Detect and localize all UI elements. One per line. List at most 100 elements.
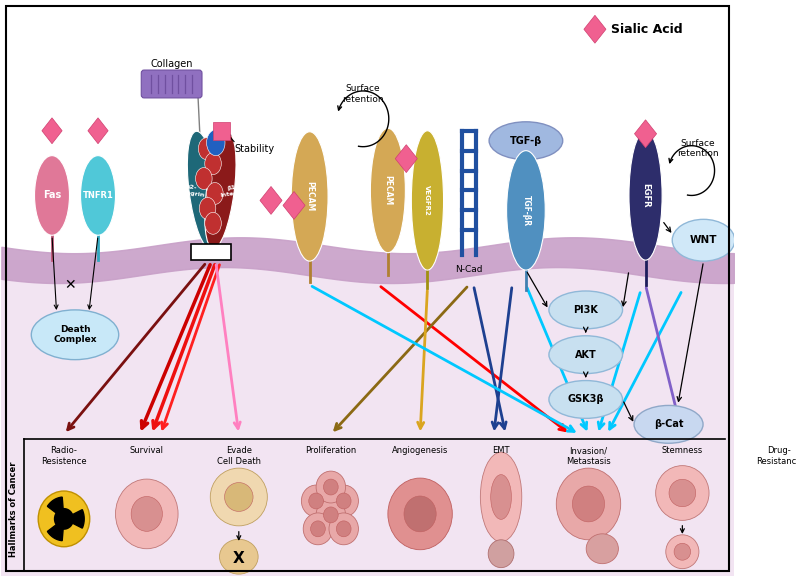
Polygon shape xyxy=(48,497,64,519)
Ellipse shape xyxy=(674,544,691,560)
Text: WNT: WNT xyxy=(690,235,717,245)
Ellipse shape xyxy=(316,499,345,531)
Ellipse shape xyxy=(323,507,338,523)
Ellipse shape xyxy=(196,167,212,189)
Ellipse shape xyxy=(207,182,223,204)
Ellipse shape xyxy=(303,513,333,545)
Text: Evade
Cell Death: Evade Cell Death xyxy=(217,446,261,466)
Text: α2-
Integrin: α2- Integrin xyxy=(176,183,205,198)
Text: TGF-β: TGF-β xyxy=(509,136,542,146)
Ellipse shape xyxy=(323,479,338,495)
Ellipse shape xyxy=(309,493,323,509)
Ellipse shape xyxy=(337,521,351,537)
Ellipse shape xyxy=(388,478,452,550)
Ellipse shape xyxy=(207,130,225,156)
Ellipse shape xyxy=(115,479,178,549)
Text: Drug-
Resistance: Drug- Resistance xyxy=(756,446,796,466)
Ellipse shape xyxy=(404,496,436,532)
Text: AKT: AKT xyxy=(575,350,597,359)
FancyBboxPatch shape xyxy=(763,493,786,542)
Ellipse shape xyxy=(673,219,735,261)
Text: Invasion/
Metastasis: Invasion/ Metastasis xyxy=(566,446,611,466)
FancyBboxPatch shape xyxy=(141,70,202,98)
Polygon shape xyxy=(64,509,84,528)
Ellipse shape xyxy=(224,482,253,511)
FancyBboxPatch shape xyxy=(767,486,782,498)
FancyBboxPatch shape xyxy=(213,122,229,140)
Ellipse shape xyxy=(489,122,563,160)
Ellipse shape xyxy=(782,508,796,518)
Text: X: X xyxy=(233,551,244,566)
Polygon shape xyxy=(634,120,657,148)
Polygon shape xyxy=(88,118,108,144)
Ellipse shape xyxy=(187,132,220,250)
Ellipse shape xyxy=(205,153,221,175)
Ellipse shape xyxy=(586,534,618,564)
Ellipse shape xyxy=(549,336,622,373)
Ellipse shape xyxy=(329,485,358,517)
Ellipse shape xyxy=(549,381,622,418)
Ellipse shape xyxy=(572,486,605,522)
Ellipse shape xyxy=(629,131,662,260)
Ellipse shape xyxy=(782,520,796,530)
Ellipse shape xyxy=(34,156,69,235)
Ellipse shape xyxy=(205,132,236,249)
Text: ✕: ✕ xyxy=(64,278,76,292)
Ellipse shape xyxy=(412,131,443,270)
Text: PECAM: PECAM xyxy=(305,181,314,212)
Polygon shape xyxy=(396,145,417,173)
Text: Stability: Stability xyxy=(234,144,275,153)
Ellipse shape xyxy=(370,128,405,253)
Text: Radio-
Resistence: Radio- Resistence xyxy=(41,446,87,466)
Ellipse shape xyxy=(669,479,696,507)
Text: β-Cat: β-Cat xyxy=(654,419,683,429)
Ellipse shape xyxy=(782,496,796,506)
Polygon shape xyxy=(42,118,62,144)
Polygon shape xyxy=(283,192,305,219)
Ellipse shape xyxy=(302,485,331,517)
Text: Proliferation: Proliferation xyxy=(305,446,357,455)
Polygon shape xyxy=(584,16,606,43)
Ellipse shape xyxy=(634,406,703,443)
Text: Stemness: Stemness xyxy=(661,446,703,455)
Text: Surface
retention: Surface retention xyxy=(677,139,719,158)
Bar xyxy=(2,260,734,577)
Polygon shape xyxy=(260,186,282,215)
Text: N-Cad: N-Cad xyxy=(455,265,482,274)
Ellipse shape xyxy=(665,535,699,569)
Text: Sialic Acid: Sialic Acid xyxy=(611,23,682,36)
Text: TGF-βR: TGF-βR xyxy=(521,195,530,226)
Text: Collagen: Collagen xyxy=(150,59,193,69)
Text: β1-
Integrin: β1- Integrin xyxy=(219,183,248,198)
Circle shape xyxy=(54,508,74,530)
Ellipse shape xyxy=(480,452,521,542)
Text: PECAM: PECAM xyxy=(384,175,392,205)
Ellipse shape xyxy=(31,310,119,359)
Ellipse shape xyxy=(556,468,621,540)
Text: Fas: Fas xyxy=(43,190,61,200)
Text: VEGFR2: VEGFR2 xyxy=(424,185,431,216)
Text: Angiogenesis: Angiogenesis xyxy=(392,446,448,455)
Text: PI3K: PI3K xyxy=(573,305,598,315)
Ellipse shape xyxy=(488,540,514,568)
Ellipse shape xyxy=(291,132,328,261)
Ellipse shape xyxy=(198,138,215,160)
Ellipse shape xyxy=(131,496,162,531)
Text: TNFR1: TNFR1 xyxy=(83,191,114,200)
Text: EGFR: EGFR xyxy=(641,183,650,208)
Text: Death
Complex: Death Complex xyxy=(53,325,97,344)
Text: Surface
retention: Surface retention xyxy=(342,84,384,104)
Ellipse shape xyxy=(80,156,115,235)
Ellipse shape xyxy=(549,291,622,329)
Circle shape xyxy=(38,491,90,547)
Polygon shape xyxy=(48,519,64,541)
Ellipse shape xyxy=(210,468,267,526)
Ellipse shape xyxy=(220,539,258,574)
Ellipse shape xyxy=(506,151,545,270)
Ellipse shape xyxy=(656,466,709,520)
Ellipse shape xyxy=(205,212,221,234)
Ellipse shape xyxy=(310,521,326,537)
FancyBboxPatch shape xyxy=(191,244,232,260)
Text: Hallmarks of Cancer: Hallmarks of Cancer xyxy=(9,461,18,557)
Text: Survival: Survival xyxy=(130,446,164,455)
